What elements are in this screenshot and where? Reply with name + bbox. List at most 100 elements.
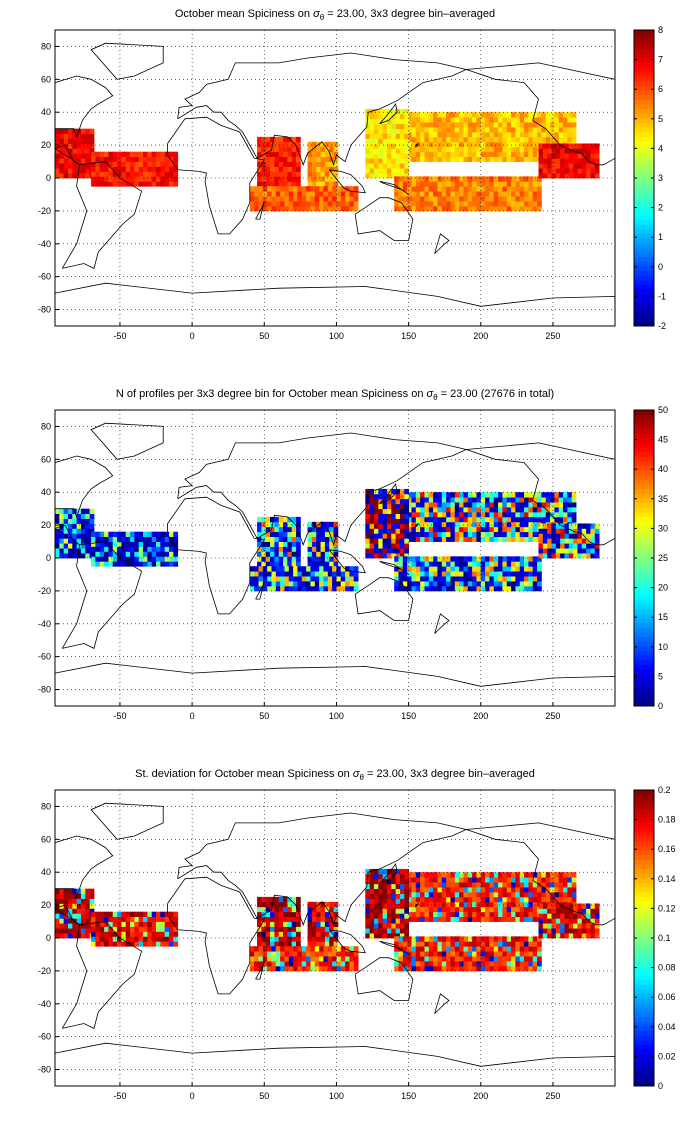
data-cell <box>498 566 503 572</box>
data-cell <box>125 161 131 167</box>
data-cell <box>72 933 78 939</box>
data-cell <box>407 492 412 498</box>
data-cell <box>489 896 495 903</box>
data-cell <box>524 941 529 947</box>
data-cell <box>72 168 78 174</box>
data-cell <box>532 561 538 567</box>
data-cell <box>395 108 401 115</box>
data-cell <box>485 127 490 133</box>
data-cell <box>324 556 330 562</box>
data-cell <box>314 956 320 962</box>
data-cell <box>502 585 508 592</box>
data-cell <box>542 163 548 169</box>
data-cell <box>558 877 564 883</box>
data-cell <box>373 548 379 554</box>
data-cell <box>257 526 262 533</box>
data-cell <box>278 931 284 937</box>
data-cell <box>378 158 384 164</box>
data-cell <box>538 533 544 539</box>
data-cell <box>542 908 548 914</box>
data-cell <box>274 561 280 567</box>
data-cell <box>399 133 405 139</box>
data-cell <box>287 531 293 538</box>
data-cell <box>156 551 161 557</box>
data-cell <box>467 117 473 123</box>
data-cell <box>577 933 583 939</box>
data-cell <box>261 936 267 942</box>
data-cell <box>382 158 388 164</box>
data-cell <box>320 171 326 177</box>
data-cell <box>134 551 140 557</box>
coastline <box>177 52 468 167</box>
data-cell <box>378 118 384 125</box>
data-cell <box>420 146 425 153</box>
data-cell <box>437 181 443 187</box>
data-cell <box>485 585 490 592</box>
data-cell <box>459 536 464 542</box>
data-cell <box>296 156 301 162</box>
data-cell <box>340 951 346 957</box>
data-cell <box>265 181 271 187</box>
data-cell <box>386 533 392 539</box>
data-cell <box>365 158 371 164</box>
data-cell <box>287 551 293 557</box>
data-cell <box>480 516 486 523</box>
data-cell <box>407 201 412 207</box>
data-cell <box>99 921 105 927</box>
data-cell <box>310 576 316 582</box>
data-cell <box>147 161 153 167</box>
data-cell <box>373 868 379 875</box>
data-cell <box>278 911 284 918</box>
data-cell <box>537 891 542 898</box>
data-cell <box>555 523 561 529</box>
data-cell <box>398 191 404 197</box>
data-cell <box>323 566 329 572</box>
data-cell <box>147 176 153 182</box>
data-cell <box>424 961 430 967</box>
data-cell <box>515 916 521 922</box>
data-cell <box>450 571 456 577</box>
data-cell <box>489 965 495 972</box>
data-cell <box>345 201 350 207</box>
data-cell <box>369 523 375 529</box>
data-cell <box>59 138 65 144</box>
data-cell <box>249 201 255 207</box>
data-cell <box>307 906 313 913</box>
data-cell <box>378 913 384 919</box>
data-cell <box>564 168 570 174</box>
data-cell <box>112 546 118 552</box>
data-cell <box>568 908 574 914</box>
data-cell <box>399 143 405 149</box>
data-cell <box>291 176 297 182</box>
data-cell <box>143 556 148 562</box>
data-cell <box>265 176 271 182</box>
data-cell <box>95 151 101 158</box>
data-cell <box>446 956 451 962</box>
data-cell <box>502 205 508 212</box>
data-cell <box>555 553 561 559</box>
data-cell <box>564 913 570 919</box>
data-cell <box>164 556 170 562</box>
data-cell <box>293 965 298 972</box>
data-cell <box>424 576 430 582</box>
data-cell <box>568 913 574 919</box>
data-cell <box>459 956 464 962</box>
data-cell <box>511 136 516 143</box>
data-cell <box>151 556 157 562</box>
data-cell <box>329 181 334 187</box>
data-cell <box>67 548 73 554</box>
data-cell <box>333 546 339 552</box>
data-cell <box>134 161 140 167</box>
data-cell <box>489 906 495 913</box>
data-cell <box>85 523 91 529</box>
data-cell <box>117 551 122 557</box>
colorbar-segment <box>634 1007 654 1013</box>
data-cell <box>498 882 503 888</box>
data-cell <box>112 171 118 177</box>
data-cell <box>415 112 421 118</box>
data-cell <box>454 131 460 138</box>
x-tick-label: 250 <box>545 331 560 341</box>
data-cell <box>386 898 392 904</box>
data-cell <box>502 951 508 957</box>
data-cell <box>320 156 326 162</box>
